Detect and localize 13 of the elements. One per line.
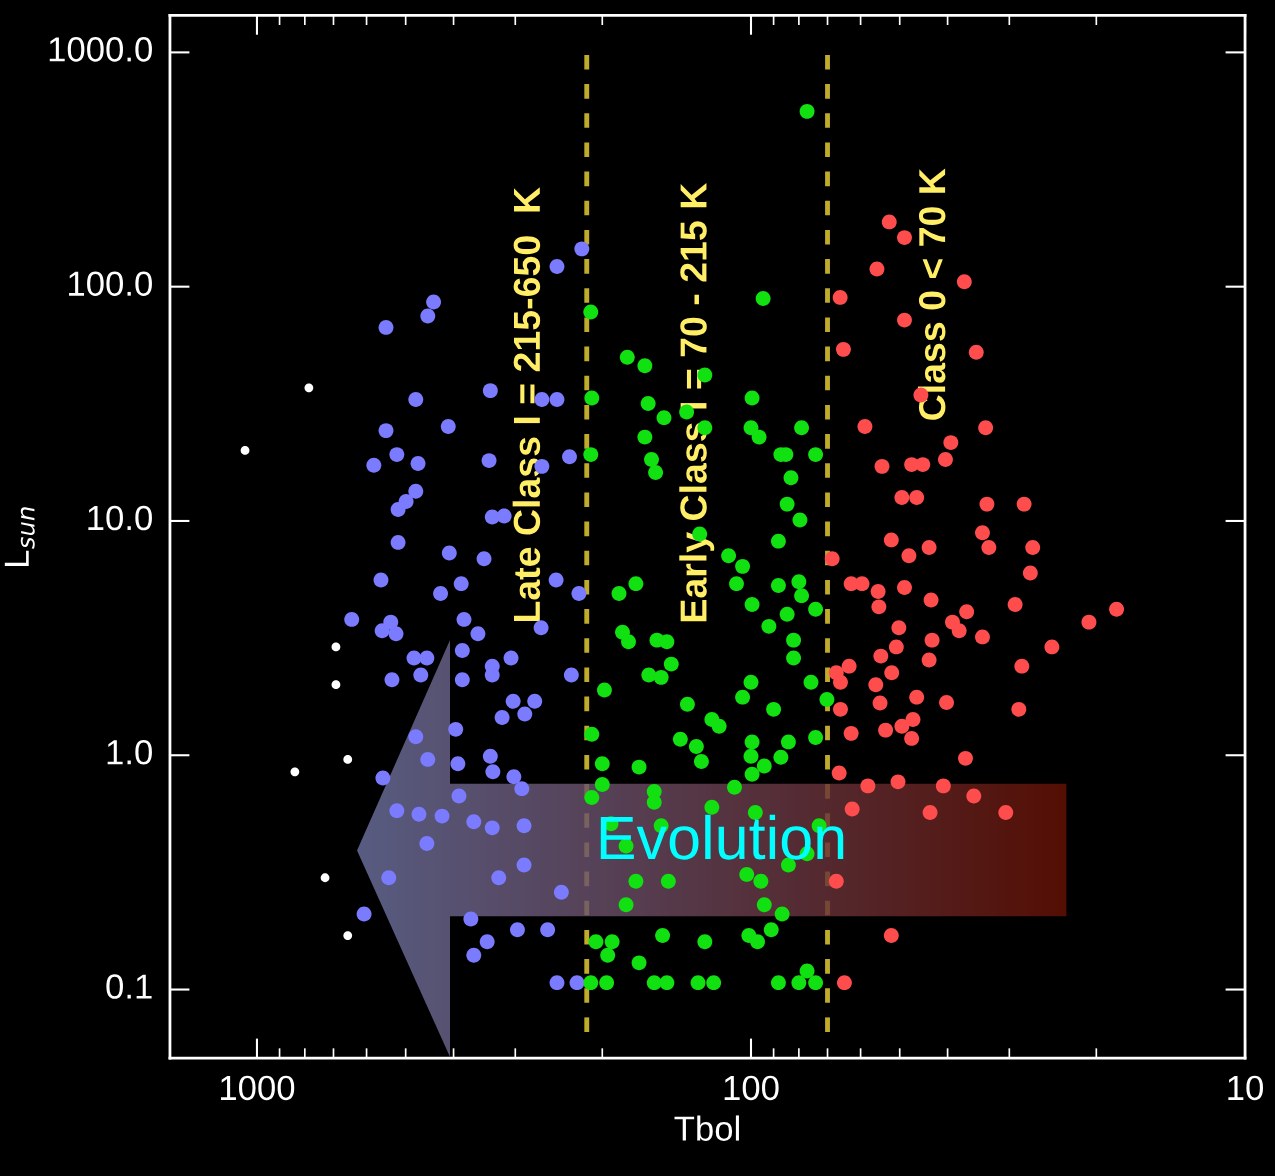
x-tick-label: 1000 — [220, 1075, 295, 1101]
x-tick-label: 10 — [1228, 1075, 1263, 1101]
y-tick-label: 0.1 — [106, 974, 152, 999]
annotation: Class 0 < 70 K — [917, 168, 946, 420]
x-axis-title: Tbol — [674, 1115, 739, 1141]
y-tick-label: 1000.0 — [49, 37, 152, 62]
annotation: Late Class I = 215-650 K — [512, 187, 541, 622]
y-tick-label: 100.0 — [69, 271, 152, 296]
y-tick-label: 1.0 — [107, 739, 152, 765]
annotation: Evolution — [600, 814, 844, 860]
y-axis-title: L$_{sun}$ — [4, 507, 35, 566]
x-tick-label: 100 — [724, 1075, 779, 1101]
y-tick-label: 10.0 — [88, 505, 152, 531]
